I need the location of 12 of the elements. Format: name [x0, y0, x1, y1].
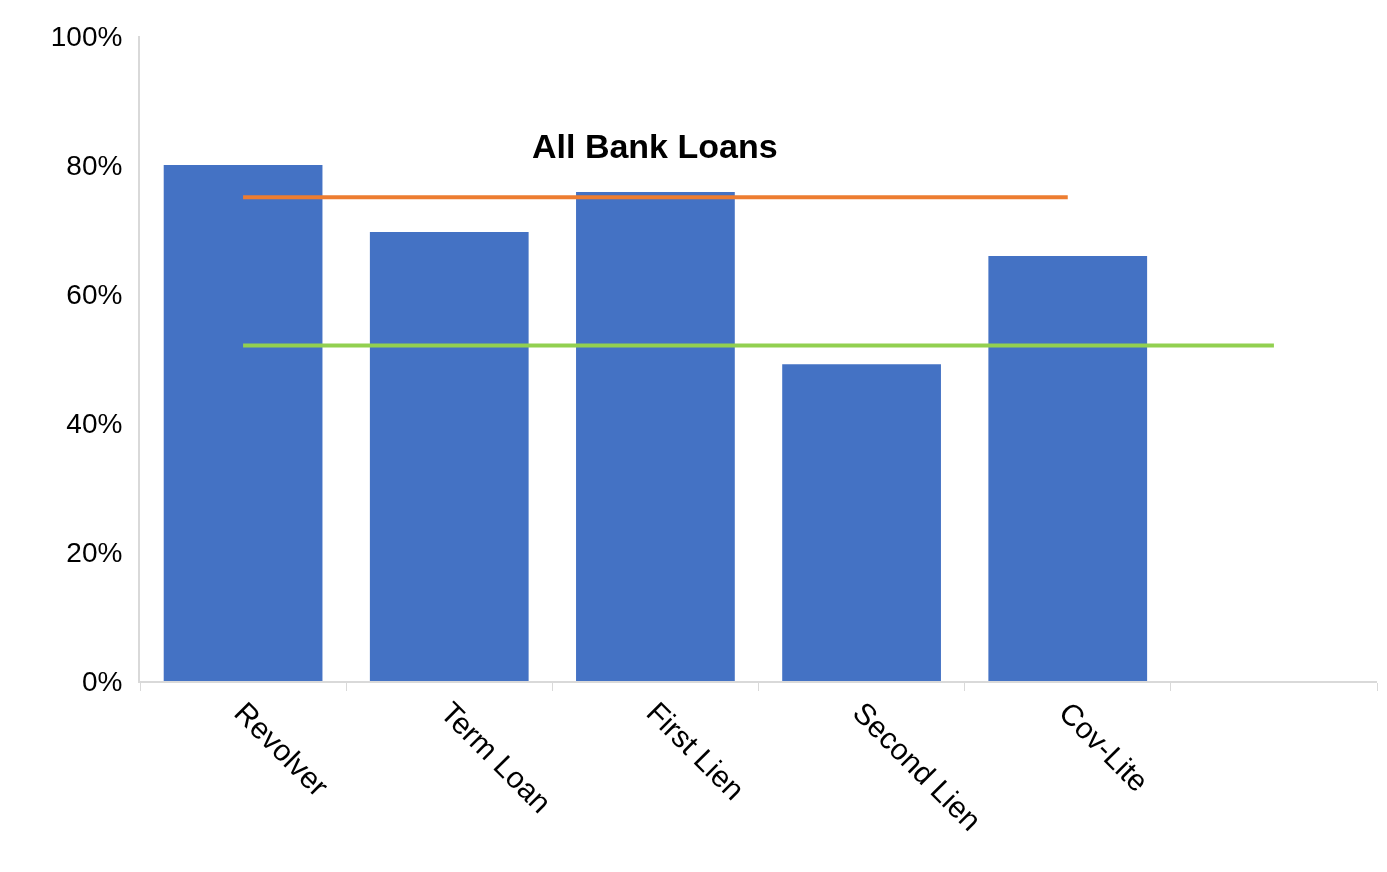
y-tick-label: 40% — [66, 407, 123, 439]
bar — [576, 192, 735, 681]
y-tick-label: 80% — [66, 149, 123, 181]
y-tick-label: 100% — [50, 20, 123, 52]
y-tick-label: 20% — [66, 536, 123, 568]
bar — [988, 255, 1148, 681]
y-tick-label: 60% — [66, 278, 123, 310]
bar — [782, 364, 941, 681]
bar — [163, 165, 323, 681]
series-label: All Bank Loans — [532, 127, 778, 165]
bar — [369, 232, 529, 681]
y-tick-label: 0% — [81, 665, 123, 697]
